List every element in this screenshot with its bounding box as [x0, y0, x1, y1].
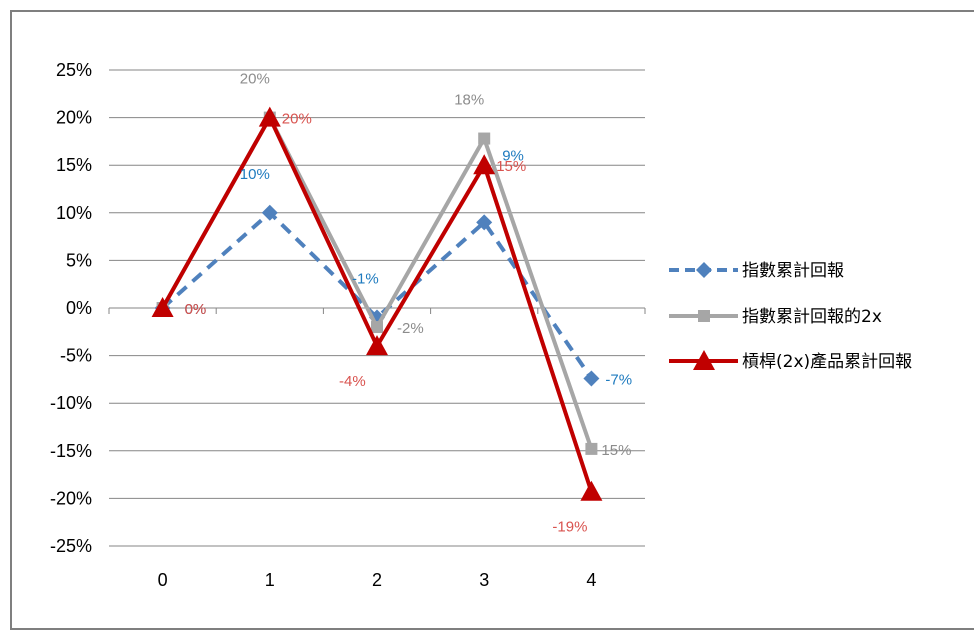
- y-tick-label: 20%: [56, 108, 92, 128]
- y-tick-label: -5%: [60, 346, 92, 366]
- data-point: [261, 204, 278, 221]
- data-point: [258, 106, 281, 127]
- x-tick-label: 0: [158, 570, 168, 590]
- series: [154, 204, 600, 387]
- x-tick-label: 2: [372, 570, 382, 590]
- y-tick-label: 0%: [66, 298, 92, 318]
- data-label: -1%: [352, 271, 379, 288]
- data-point: [151, 297, 174, 317]
- data-label: 0%: [185, 301, 207, 318]
- data-point: [473, 154, 496, 175]
- data-label: 0%: [185, 301, 207, 318]
- data-label: 15%: [601, 442, 631, 459]
- data-point: [583, 370, 600, 387]
- legend-label: 槓桿(2x)產品累計回報: [742, 352, 912, 372]
- legend-entry: 槓桿(2x)產品累計回報: [669, 350, 912, 372]
- y-tick-label: -15%: [50, 441, 92, 461]
- line-chart: 25% 20% 15% 10% 5% 0% -5% -10% -15% -20% -25% 0 1 2 3…: [50, 60, 912, 590]
- data-label: -7%: [605, 371, 632, 388]
- chart-frame: [10, 10, 974, 630]
- data-point: [585, 442, 598, 455]
- x-tick-label: 4: [586, 570, 596, 590]
- data-labels: 0%10%-1%9%-7%0%20%-2%18%15%0%20%-4%15%-1…: [185, 71, 632, 536]
- data-label: -2%: [397, 320, 424, 337]
- series-group: [151, 106, 603, 501]
- series-line: [160, 115, 594, 493]
- data-point: [478, 132, 491, 145]
- data-point: [580, 480, 603, 501]
- legend-label: 指數累計回報: [742, 261, 844, 281]
- data-point: [698, 310, 710, 322]
- y-tick-label: 10%: [56, 203, 92, 223]
- data-point: [476, 214, 493, 231]
- x-tick-label: 3: [479, 570, 489, 590]
- legend-entry: 指數累計回報: [669, 261, 844, 281]
- data-label: 18%: [454, 92, 484, 109]
- x-axis: 0 1 2 3 4: [108, 307, 646, 590]
- data-label: 0%: [185, 301, 207, 318]
- data-label: 20%: [282, 111, 312, 128]
- data-label: -4%: [339, 373, 366, 390]
- data-label: 9%: [502, 147, 524, 164]
- data-point: [371, 321, 383, 334]
- data-label: 20%: [240, 71, 270, 88]
- y-tick-label: 25%: [56, 60, 92, 80]
- y-tick-label: -10%: [50, 393, 92, 413]
- data-label: -19%: [552, 519, 587, 536]
- series: [151, 106, 603, 501]
- y-tick-label: 15%: [56, 155, 92, 175]
- grid: [109, 69, 645, 547]
- legend-label: 指數累計回報的2x: [742, 307, 882, 327]
- y-tick-label: 5%: [66, 250, 92, 270]
- data-label: 10%: [240, 166, 270, 183]
- y-tick-label: -20%: [50, 488, 92, 508]
- y-tick-label: -25%: [50, 536, 92, 556]
- data-point: [696, 262, 712, 278]
- y-axis-ticks: 25% 20% 15% 10% 5% 0% -5% -10% -15% -20% -25%: [50, 60, 92, 556]
- data-point: [693, 350, 715, 370]
- legend-entry: 指數累計回報的2x: [669, 307, 882, 327]
- data-point: [366, 335, 388, 356]
- x-tick-label: 1: [265, 570, 275, 590]
- data-label: 15%: [496, 158, 526, 175]
